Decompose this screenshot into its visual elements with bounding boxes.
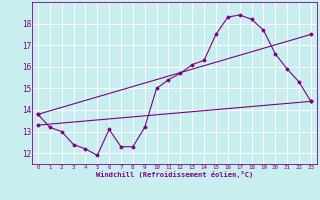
X-axis label: Windchill (Refroidissement éolien,°C): Windchill (Refroidissement éolien,°C)	[96, 171, 253, 178]
